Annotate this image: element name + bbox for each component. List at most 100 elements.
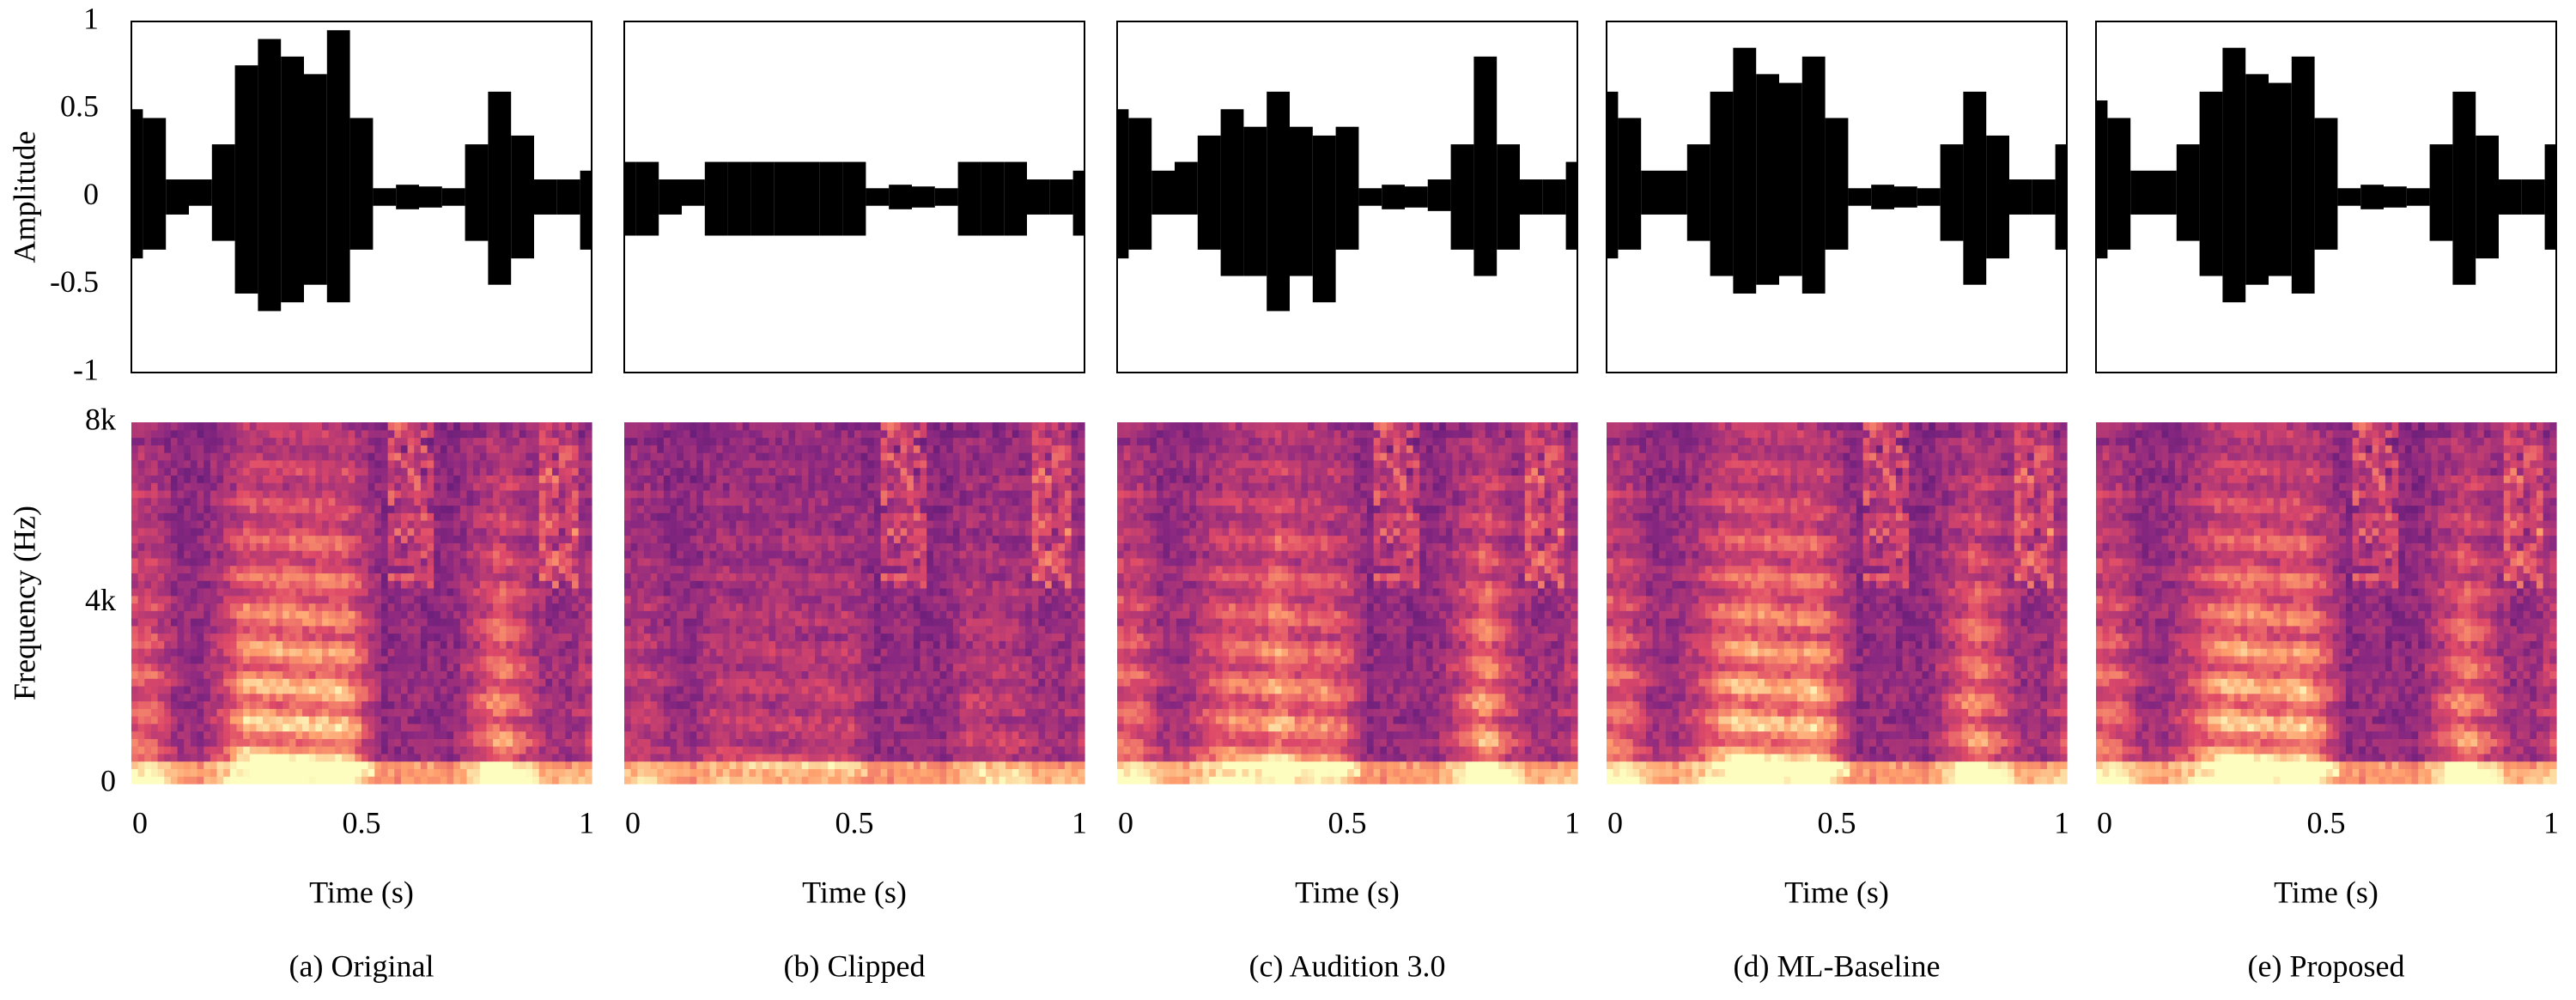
- spectrogram-cell: [762, 580, 769, 588]
- spectrogram-cell: [355, 633, 361, 641]
- spectrogram-cell: [730, 761, 737, 769]
- spectrogram-cell: [671, 776, 677, 784]
- spectrogram-cell: [171, 738, 178, 746]
- spectrogram-cell: [191, 475, 197, 482]
- spectrogram-cell: [263, 573, 270, 580]
- spectrogram-cell: [204, 422, 210, 430]
- spectrogram-cell: [565, 452, 572, 460]
- spectrogram-cell: [683, 505, 690, 512]
- spectrogram-cell: [545, 768, 552, 776]
- spectrogram-cell: [144, 573, 151, 580]
- spectrogram-cell: [322, 746, 329, 754]
- spectrogram-cell: [486, 648, 493, 656]
- spectrogram-cell: [493, 731, 500, 739]
- spectrogram-cell: [361, 542, 368, 550]
- spectrogram-cell: [624, 603, 631, 611]
- spectrogram-cell: [552, 633, 559, 641]
- spectrogram-cell: [473, 686, 480, 694]
- spectrogram-cell: [664, 768, 671, 776]
- spectrogram-cell: [815, 670, 822, 678]
- spectrogram-cell: [131, 468, 138, 476]
- spectrogram-cell: [164, 498, 171, 506]
- spectrogram-cell: [651, 573, 658, 580]
- spectrogram-cell: [690, 422, 697, 430]
- spectrogram-cell: [703, 498, 710, 506]
- spectrogram-cell: [579, 603, 586, 611]
- spectrogram-cell: [434, 558, 440, 566]
- spectrogram-cell: [690, 512, 697, 520]
- spectrogram-cell: [716, 498, 723, 506]
- spectrogram-cell: [624, 738, 631, 746]
- spectrogram-cell: [624, 505, 631, 512]
- spectrogram-cell: [408, 648, 415, 656]
- spectrogram-cell: [743, 588, 750, 596]
- spectrogram-cell: [769, 610, 775, 618]
- spectrogram-cell: [473, 468, 480, 476]
- spectrogram-cell: [309, 640, 316, 648]
- spectrogram-cell: [361, 603, 368, 611]
- spectrogram-cell: [204, 754, 210, 761]
- spectrogram-cell: [716, 528, 723, 536]
- spectrogram-cell: [572, 768, 579, 776]
- spectrogram-cell: [349, 746, 355, 754]
- spectrogram-cell: [657, 566, 664, 573]
- spectrogram-cell: [631, 768, 638, 776]
- spectrogram-cell: [178, 603, 185, 611]
- spectrogram-cell: [526, 460, 532, 468]
- waveform-envelope: [2499, 179, 2522, 215]
- spectrogram-cell: [289, 430, 296, 438]
- spectrogram-cell: [315, 716, 322, 724]
- spectrogram-cell: [822, 566, 829, 573]
- spectrogram-cell: [131, 475, 138, 482]
- spectrogram-cell: [671, 468, 677, 476]
- spectrogram-cell: [131, 610, 138, 618]
- spectrogram-cell: [795, 724, 802, 731]
- spectrogram-cell: [151, 445, 158, 452]
- spectrogram-cell: [539, 460, 546, 468]
- spectrogram-cell: [716, 678, 723, 686]
- spectrogram-cell: [230, 670, 237, 678]
- spectrogram-cell: [210, 528, 217, 536]
- spectrogram-cell: [164, 430, 171, 438]
- spectrogram-cell: [210, 445, 217, 452]
- spectrogram-cell: [184, 460, 191, 468]
- spectrogram-cell: [428, 475, 434, 482]
- spectrogram-cell: [309, 528, 316, 536]
- spectrogram-cell: [723, 542, 730, 550]
- spectrogram-cell: [191, 618, 197, 626]
- spectrogram-cell: [295, 588, 302, 596]
- spectrogram-cell: [657, 536, 664, 543]
- spectrogram-cell: [743, 738, 750, 746]
- spectrogram-cell: [440, 550, 447, 558]
- spectrogram-cell: [473, 430, 480, 438]
- spectrogram-cell: [329, 640, 336, 648]
- spectrogram-cell: [447, 445, 454, 452]
- spectrogram-cell: [782, 475, 789, 482]
- spectrogram-cell: [191, 768, 197, 776]
- spectrogram-cell: [657, 468, 664, 476]
- spectrogram-cell: [532, 754, 539, 761]
- spectrogram-cell: [526, 482, 532, 490]
- spectrogram-cell: [677, 768, 683, 776]
- spectrogram-cell: [361, 656, 368, 664]
- spectrogram-cell: [545, 686, 552, 694]
- spectrogram-cell: [539, 731, 546, 739]
- spectrogram-cell: [158, 528, 165, 536]
- spectrogram-cell: [263, 664, 270, 671]
- spectrogram-cell: [184, 678, 191, 686]
- spectrogram-cell: [421, 482, 428, 490]
- spectrogram-cell: [552, 550, 559, 558]
- spectrogram-cell: [428, 776, 434, 784]
- spectrogram-cell: [690, 520, 697, 528]
- spectrogram-cell: [716, 738, 723, 746]
- spectrogram-cell: [506, 694, 513, 701]
- spectrogram-cell: [572, 528, 579, 536]
- spectrogram-cell: [270, 445, 276, 452]
- spectrogram-cell: [158, 452, 165, 460]
- spectrogram-cell: [276, 694, 283, 701]
- spectrogram-cell: [453, 468, 460, 476]
- spectrogram-cell: [276, 482, 283, 490]
- spectrogram-cell: [795, 603, 802, 611]
- spectrogram-cell: [696, 438, 703, 445]
- spectrogram-cell: [730, 542, 737, 550]
